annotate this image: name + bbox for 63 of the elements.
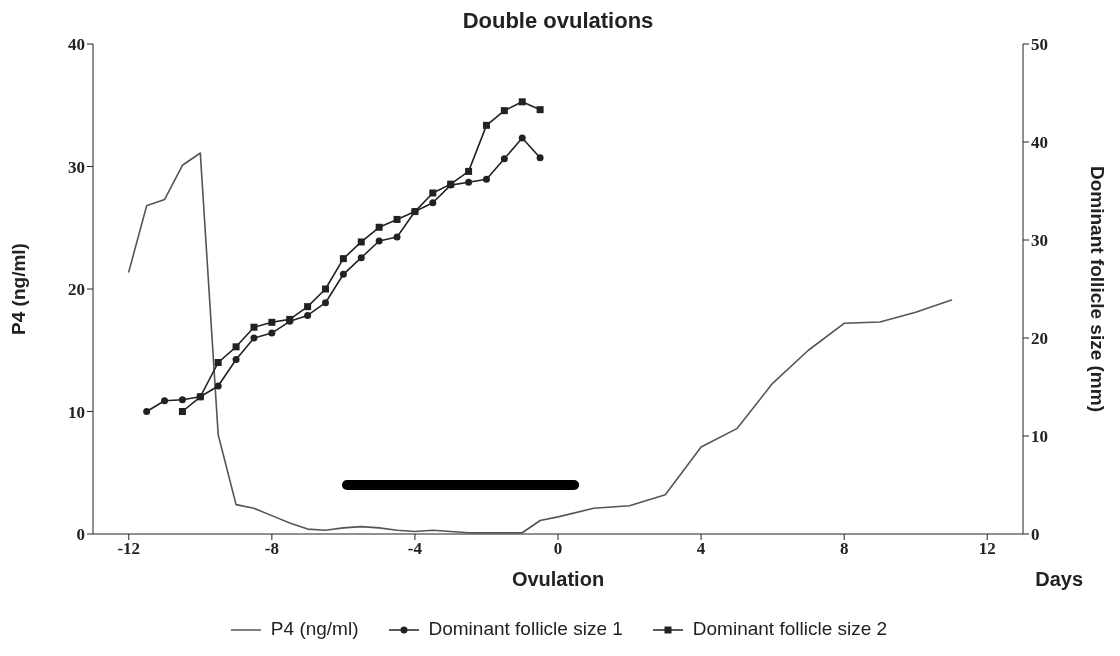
y2-tick-label: 0 — [1031, 525, 1040, 545]
point — [375, 237, 383, 245]
point — [429, 189, 437, 197]
x-tick-label: -12 — [117, 539, 141, 559]
point — [250, 323, 258, 331]
point — [250, 334, 258, 342]
y-tick-label: 30 — [68, 157, 85, 177]
point — [465, 178, 473, 186]
y2-tick-label: 30 — [1031, 231, 1048, 251]
legend-label: Dominant follicle size 1 — [427, 618, 623, 640]
point — [375, 223, 383, 231]
point — [304, 311, 312, 319]
x-tick-label: 12 — [978, 539, 996, 559]
y2-tick-label: 50 — [1031, 35, 1048, 55]
point — [536, 106, 544, 114]
chart-title: Double ovulations — [461, 8, 655, 34]
x-tick-label: -4 — [407, 539, 423, 559]
y-axis-title: P4 (ng/ml) — [7, 243, 29, 335]
point — [214, 359, 222, 366]
y-tick-label: 40 — [68, 35, 85, 55]
point — [339, 255, 347, 263]
point — [500, 155, 508, 163]
point — [322, 285, 329, 293]
x-tick-label: -8 — [264, 539, 279, 559]
point — [518, 98, 526, 106]
point — [465, 167, 473, 175]
point — [357, 254, 365, 262]
point — [482, 121, 490, 129]
x-tick-label: 4 — [696, 539, 706, 559]
y2-tick-label: 20 — [1031, 329, 1048, 349]
point — [322, 299, 329, 307]
y2-axis-title: Dominant follicle size (mm) — [1087, 166, 1109, 412]
point — [232, 343, 240, 351]
legend-label: P4 (ng/ml) — [269, 618, 359, 640]
x-tick-label: 0 — [553, 539, 563, 559]
point — [161, 397, 169, 405]
legend-label: Dominant follicle size 2 — [691, 618, 888, 640]
y2-tick-label: 40 — [1031, 133, 1048, 153]
x-tick-label: 8 — [839, 539, 849, 559]
point — [429, 199, 437, 207]
text: Ovulation — [511, 568, 605, 591]
point — [178, 408, 186, 415]
point — [268, 318, 276, 326]
point — [482, 175, 490, 183]
point — [214, 382, 222, 390]
point — [304, 303, 312, 311]
point — [268, 329, 276, 337]
point — [178, 396, 186, 404]
y-tick-label: 10 — [68, 402, 85, 422]
point — [357, 238, 365, 246]
point — [143, 408, 151, 415]
point — [339, 270, 347, 278]
point — [536, 154, 544, 162]
point — [500, 107, 508, 115]
x-axis-title: Days — [1035, 568, 1083, 591]
y-tick-label: 0 — [76, 525, 85, 545]
point — [518, 134, 526, 142]
point — [232, 356, 240, 364]
y-tick-label: 20 — [68, 280, 85, 300]
point — [393, 233, 401, 241]
line-series — [127, 152, 953, 534]
point — [393, 215, 401, 223]
y2-tick-label: 10 — [1031, 427, 1048, 447]
